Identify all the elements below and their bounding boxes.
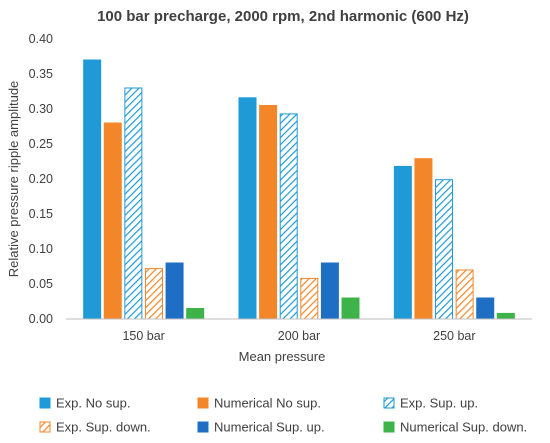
legend-label: Numerical No sup.	[214, 396, 321, 411]
legend-label: Exp. Sup. down.	[56, 420, 151, 435]
x-axis-label: Mean pressure	[239, 349, 326, 364]
x-tick-label: 250 bar	[433, 329, 475, 343]
legend-swatch	[39, 397, 51, 409]
y-tick-label: 0.30	[29, 102, 53, 116]
bar	[393, 165, 412, 320]
y-tick-label: 0.40	[29, 32, 53, 46]
bar	[83, 59, 102, 320]
bar	[165, 262, 184, 320]
y-tick-label: 0.10	[29, 242, 53, 256]
bar	[300, 277, 319, 320]
bar	[186, 308, 205, 320]
y-tick-label: 0.35	[29, 67, 53, 81]
x-tick-label: 150 bar	[122, 329, 164, 343]
bar	[414, 158, 433, 320]
x-axis-ticks: 150 bar 200 bar 250 bar	[122, 329, 475, 343]
legend-label: Numerical Sup. up.	[214, 420, 325, 435]
legend-label: Numerical Sup. down.	[400, 420, 527, 435]
bar	[476, 297, 495, 320]
bar	[435, 179, 454, 320]
legend-swatch	[197, 421, 209, 433]
legend-label: Exp. No sup.	[56, 396, 130, 411]
bar	[279, 113, 298, 320]
bar	[124, 87, 143, 320]
bars-group	[83, 59, 515, 320]
bar	[259, 105, 278, 320]
bar	[144, 268, 163, 320]
bar	[103, 122, 122, 320]
legend: Exp. No sup. Numerical No sup. Exp. Sup. u…	[39, 396, 527, 435]
legend-swatch	[39, 421, 51, 433]
chart-title: 100 bar precharge, 2000 rpm, 2nd harmoni…	[97, 8, 469, 25]
y-axis-ticks: 0.00 0.05 0.10 0.15 0.20 0.25 0.30 0.35 0.40	[29, 32, 53, 326]
y-tick-label: 0.20	[29, 172, 53, 186]
y-tick-label: 0.25	[29, 137, 53, 151]
bar	[238, 97, 257, 320]
bar	[341, 297, 360, 320]
y-axis-label: Relative pressure ripple amplitude	[6, 81, 21, 278]
legend-swatch	[383, 397, 395, 409]
legend-label: Exp. Sup. up.	[400, 396, 478, 411]
legend-swatch	[383, 421, 395, 433]
bar	[320, 262, 339, 320]
legend-swatch	[197, 397, 209, 409]
bar	[496, 312, 515, 320]
y-tick-label: 0.15	[29, 207, 53, 221]
x-tick-label: 200 bar	[278, 329, 320, 343]
bar	[455, 269, 474, 320]
y-tick-label: 0.00	[29, 312, 53, 326]
y-tick-label: 0.05	[29, 277, 53, 291]
